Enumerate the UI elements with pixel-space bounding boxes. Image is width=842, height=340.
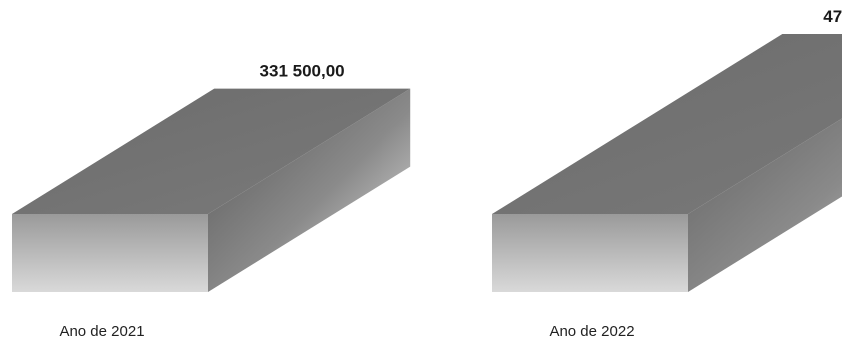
bar-2: [492, 33, 842, 292]
bar-top-face: [12, 88, 411, 214]
bar-top-face: [492, 33, 842, 214]
labels-layer: 331 500,00 Ano de 2021 475 972,17 Ano de 20…: [59, 7, 842, 340]
bar-side-face: [688, 118, 842, 292]
bar-1: [12, 88, 411, 292]
category-label-1: Ano de 2021: [59, 323, 144, 340]
category-label-2: Ano de 2022: [549, 323, 634, 340]
bar-side-face: [208, 88, 411, 292]
data-label-2: 475 972,17: [823, 7, 842, 26]
bar-front-face: [492, 214, 688, 292]
bar-front-face: [12, 214, 208, 292]
data-label-1: 331 500,00: [260, 62, 345, 81]
bars-layer: [12, 33, 842, 292]
